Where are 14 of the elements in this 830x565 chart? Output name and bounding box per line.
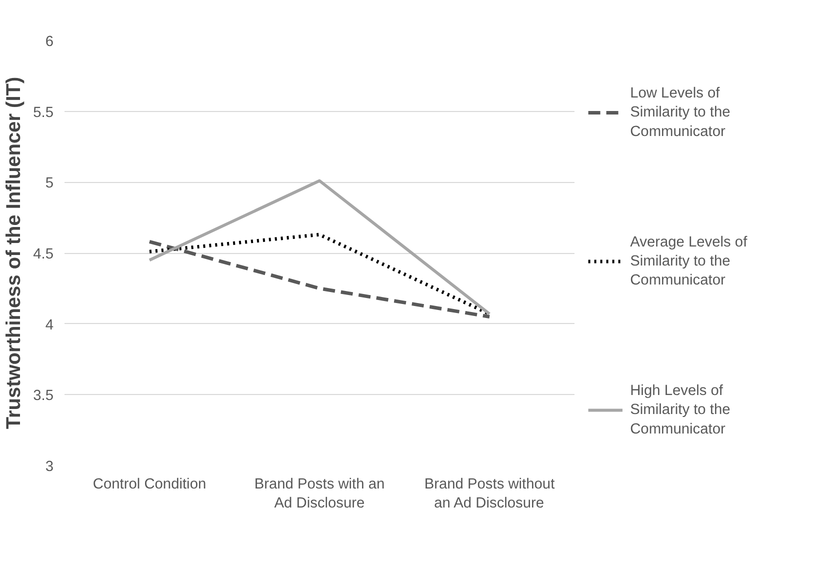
legend-label: High Levels of Similarity to the Communicator xyxy=(630,383,730,438)
x-tick-label: Control Condition xyxy=(92,476,206,492)
y-tick-label: 4 xyxy=(45,317,54,334)
legend-label: Average Levels of Similarity to the Communicator xyxy=(630,234,748,289)
x-tick-label: Brand Posts with an Ad Disclosure xyxy=(254,476,385,512)
y-tick-label: 3.5 xyxy=(33,388,54,404)
y-tick-label: 3 xyxy=(45,459,54,475)
y-axis-title: Trustworthiness of the Influencer (IT) xyxy=(3,76,26,430)
y-tick-label: 6 xyxy=(45,34,54,50)
y-tick-label: 5 xyxy=(45,176,54,192)
y-tick-label: 4.5 xyxy=(33,246,54,262)
y-tick-label: 5.5 xyxy=(33,104,54,121)
legend-label: Low Levels of Similarity to the Communicator xyxy=(630,86,730,140)
x-tick-label: Brand Posts without an Ad Disclosure xyxy=(424,476,555,512)
